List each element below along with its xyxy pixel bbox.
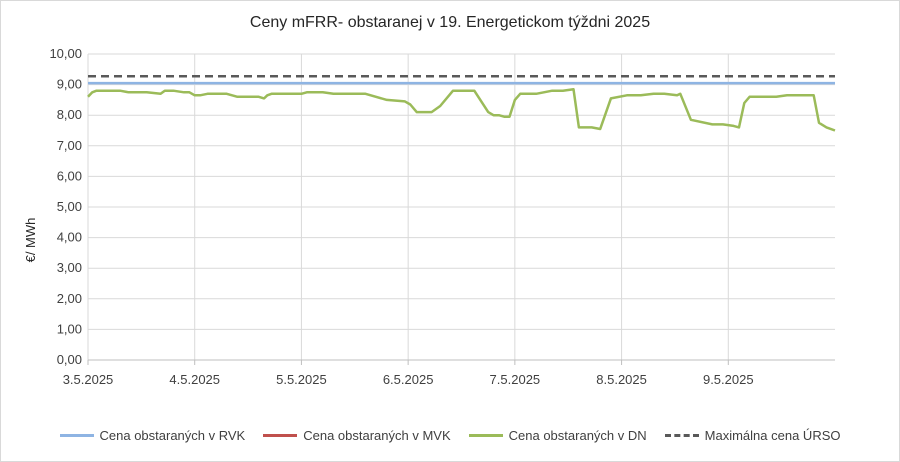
- y-tick-label: 9,00: [57, 77, 82, 92]
- x-tick-label: 4.5.2025: [169, 372, 220, 387]
- legend-label-urso: Maximálna cena ÚRSO: [704, 428, 841, 443]
- legend-item-rvk: Cena obstaraných v RVK: [59, 428, 246, 443]
- x-tick-label: 7.5.2025: [490, 372, 541, 387]
- y-tick-label: 7,00: [57, 138, 82, 153]
- y-tick-label: 6,00: [57, 168, 82, 183]
- legend-swatch-mvk: [263, 434, 298, 437]
- y-tick-label: 3,00: [57, 260, 82, 275]
- legend-label-rvk: Cena obstaraných v RVK: [99, 428, 246, 443]
- y-tick-label: 1,00: [57, 321, 82, 336]
- legend-label-mvk: Cena obstaraných v MVK: [303, 428, 451, 443]
- legend-swatch-dn: [468, 434, 503, 437]
- x-tick-label: 9.5.2025: [703, 372, 754, 387]
- legend-item-dn: Cena obstaraných v DN: [468, 428, 647, 443]
- y-tick-label: 8,00: [57, 107, 82, 122]
- x-tick-label: 5.5.2025: [276, 372, 327, 387]
- legend-swatch-rvk: [59, 434, 94, 437]
- y-tick-label: 10,00: [49, 46, 82, 61]
- legend-swatch-urso: [664, 434, 699, 437]
- x-tick-label: 6.5.2025: [383, 372, 434, 387]
- x-tick-label: 3.5.2025: [63, 372, 114, 387]
- y-tick-label: 4,00: [57, 230, 82, 245]
- y-tick-label: 0,00: [57, 352, 82, 367]
- legend: Cena obstaraných v RVK Cena obstaraných …: [0, 428, 900, 443]
- x-tick-label: 8.5.2025: [596, 372, 647, 387]
- series-line-dn: [87, 87, 836, 132]
- legend-label-dn: Cena obstaraných v DN: [508, 428, 647, 443]
- y-tick-label: 2,00: [57, 291, 82, 306]
- legend-item-urso: Maximálna cena ÚRSO: [664, 428, 841, 443]
- chart-title: Ceny mFRR- obstaranej v 19. Energetickom…: [249, 14, 651, 31]
- y-tick-label: 5,00: [57, 199, 82, 214]
- legend-item-mvk: Cena obstaraných v MVK: [263, 428, 451, 443]
